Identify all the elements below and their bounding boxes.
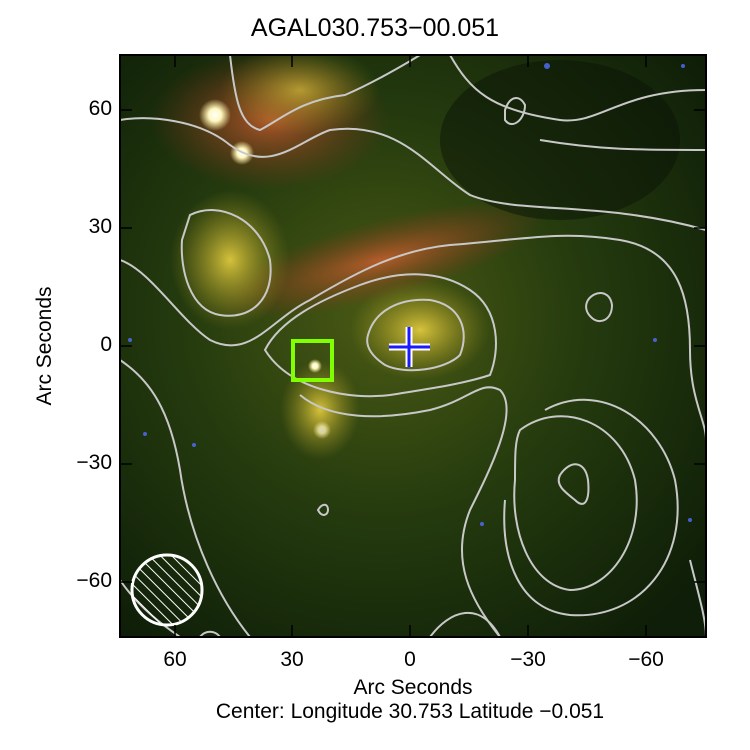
- y-tick-label: 0: [100, 333, 112, 356]
- contours: [120, 55, 706, 637]
- y-axis-label: Arc Seconds: [33, 286, 56, 406]
- plot-title: AGAL030.753−00.051: [250, 14, 500, 42]
- x-tick-label: 0: [404, 648, 416, 671]
- y-tick-label: 60: [88, 97, 112, 120]
- x-tick-label: 60: [163, 648, 187, 671]
- y-tick-label: −30: [76, 451, 112, 474]
- x-tick-label: −60: [628, 648, 664, 671]
- source-box-marker: [291, 339, 334, 382]
- x-tick-label: −30: [510, 648, 546, 671]
- y-tick-label: −60: [76, 569, 112, 592]
- x-axis-label: Arc Seconds: [353, 676, 473, 699]
- center-coordinates: Center: Longitude 30.753 Latitude −0.051: [215, 700, 605, 723]
- tick-marks: [120, 55, 706, 637]
- x-tick-label: 30: [280, 648, 304, 671]
- cross-marker: [389, 327, 430, 367]
- beam-icon: [130, 553, 204, 627]
- y-tick-label: 30: [88, 215, 112, 238]
